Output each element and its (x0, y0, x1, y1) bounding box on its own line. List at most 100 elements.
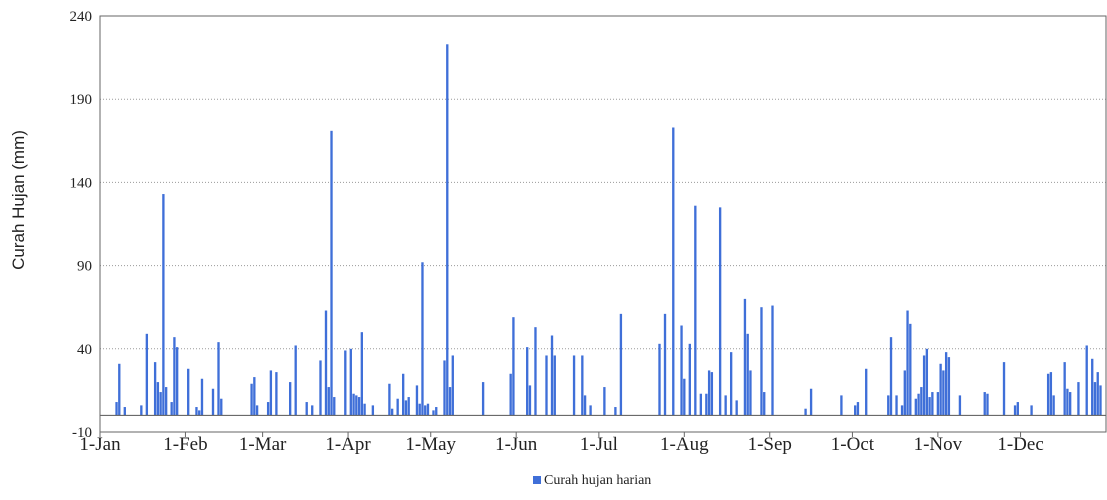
rainfall-bar (680, 325, 683, 416)
rainfall-bar (443, 360, 446, 416)
rainfall-bar (512, 317, 515, 416)
rainfall-bar (917, 393, 920, 416)
rainfall-bar (220, 398, 223, 416)
rainfall-bar (294, 345, 297, 416)
y-tick-label: 140 (70, 175, 93, 191)
x-tick-label: 1-Feb (163, 434, 207, 455)
rainfall-bar (1046, 373, 1050, 416)
rainfall-bar (931, 392, 934, 416)
rainfall-bar (170, 402, 173, 416)
rainfall-bar (1052, 395, 1055, 416)
rainfall-bar (140, 405, 143, 416)
rainfall-bar (545, 355, 548, 416)
rainfall-bar (865, 368, 868, 416)
rainfall-bar (553, 355, 556, 416)
rainfall-bar (432, 410, 435, 416)
rainfall-bar (928, 397, 931, 416)
rainfall-bar (333, 397, 336, 416)
rainfall-bar (1013, 405, 1017, 416)
rainfall-bar (718, 207, 722, 416)
rainfall-bar (909, 323, 912, 416)
rainfall-bar (760, 307, 763, 416)
rainfall-bar (448, 387, 452, 416)
rainfall-bar (922, 355, 926, 416)
rainfall-bar (804, 408, 807, 416)
rainfall-bar (390, 408, 394, 416)
rainfall-bar (942, 370, 945, 416)
rainfall-bar (371, 405, 375, 416)
rainfall-bar (357, 397, 361, 416)
rainfall-bar (352, 393, 355, 416)
rainfall-bar (663, 313, 667, 416)
rainfall-bar (162, 194, 165, 416)
rainfall-bar (763, 392, 766, 416)
rainfall-bar (900, 405, 904, 416)
rainfall-bar (418, 403, 421, 416)
y-tick-label: 90 (77, 259, 92, 275)
rainfall-bar (153, 362, 157, 416)
x-tick-label: 1-Jul (580, 434, 618, 455)
rainfall-bar (1085, 345, 1088, 416)
rainfall-bar (255, 405, 259, 416)
rainfall-bar (572, 355, 576, 416)
rainfall-bar (699, 393, 703, 416)
rainfall-bar (266, 402, 270, 416)
legend-swatch (533, 476, 541, 484)
rainfall-bar (421, 262, 424, 416)
rainfall-bar (920, 387, 923, 416)
rainfall-bar (672, 127, 675, 416)
rainfall-bar (746, 333, 749, 416)
y-tick-label: -10 (72, 425, 92, 441)
rainfall-bar (914, 398, 917, 416)
rainfall-bar (947, 357, 951, 416)
y-axis-label: Curah Hujan (mm) (9, 130, 28, 270)
rainfall-bar (743, 298, 747, 416)
y-tick-label: 190 (70, 92, 93, 108)
legend: Curah hujan harian (533, 473, 651, 488)
gridlines (100, 98, 1106, 350)
rainfall-bar (749, 370, 752, 416)
rainfall-bar (856, 402, 860, 416)
rainfall-bar (355, 395, 358, 416)
rainfall-bar (509, 373, 512, 416)
rainfall-bar (729, 352, 733, 416)
x-tick-label: 1-Apr (325, 434, 371, 455)
legend-label-curah-hujan-harian: Curah hujan harian (544, 473, 651, 488)
rainfall-bar (349, 348, 352, 416)
bars (115, 44, 1102, 416)
x-tick-label: 1-Oct (831, 434, 875, 455)
rainfall-bar (404, 400, 408, 416)
rainfall-bar (145, 333, 149, 416)
x-tick-label: 1-Jan (79, 434, 121, 455)
rainfall-bar (1002, 362, 1006, 416)
rainfall-bar (526, 347, 529, 416)
rainfall-bar (253, 377, 256, 416)
rainfall-bar (289, 382, 292, 416)
rainfall-bar (164, 387, 168, 416)
rainfall-bar (986, 393, 989, 416)
rainfall-bar (402, 373, 405, 416)
rainfall-bar (710, 372, 714, 416)
rainfall-bar (936, 392, 940, 416)
rainfall-bar (305, 402, 308, 416)
rainfall-bar (388, 383, 391, 416)
plot-frame (99, 15, 1107, 433)
rainfall-bar (195, 407, 198, 416)
rainfall-bar (1066, 388, 1069, 416)
rainfall-bar (424, 405, 427, 416)
rainfall-bar (939, 363, 942, 416)
axes: -10 40 90 140 190 240 1-Jan 1-Feb 1-Mar 1-Apr 1-Ma… (70, 9, 1107, 455)
rainfall-bar (707, 370, 711, 416)
rainfall-bar (589, 405, 592, 416)
rainfall-bar (658, 343, 661, 416)
rainfall-bar (771, 305, 774, 416)
rainfall-bar (887, 395, 890, 416)
rainfall-bar (1077, 382, 1080, 416)
rainfall-bar (854, 405, 857, 416)
rainfall-bar (217, 342, 220, 416)
rainfall-bar (396, 398, 399, 416)
rainfall-bar (446, 44, 449, 416)
rainfall-bar (1091, 358, 1094, 416)
rainfall-bar (173, 337, 176, 416)
